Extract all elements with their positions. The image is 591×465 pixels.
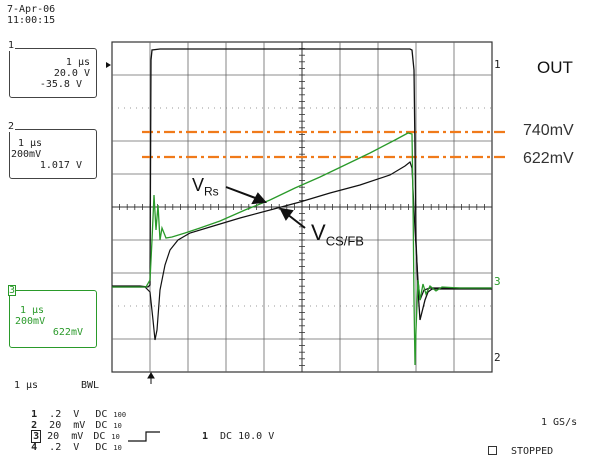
trigger-position-arrow xyxy=(147,372,155,384)
axis-ticks xyxy=(111,41,485,366)
channel-2-marker: 2 xyxy=(494,351,501,364)
vcsfb-label-main: V xyxy=(311,220,326,245)
level-622mv-label: 622mV xyxy=(523,150,574,167)
channel-2-box[interactable]: 2 1 µs 200mV 1.017 V xyxy=(7,121,97,179)
channel-3-number: 3 xyxy=(8,285,17,296)
channel-2-scale: 200mV xyxy=(11,149,42,160)
bwl-label: BWL xyxy=(81,380,100,391)
vcsfb-label: VCS/FB xyxy=(311,220,364,248)
channel-setting-row-1[interactable]: 1 .2 V DC 100 xyxy=(31,409,127,420)
channel-1-marker: 1 xyxy=(494,58,501,71)
channel-setting-row-4[interactable]: 4 .2 V DC 10 xyxy=(31,442,122,453)
channel-3-box[interactable]: 3 1 µs 200mV 622mV xyxy=(8,285,97,348)
channel-1-scale: 20.0 V xyxy=(53,68,90,79)
acquisition-status: STOPPED xyxy=(511,446,554,457)
channel-3-scale: 200mV xyxy=(15,316,46,327)
channel-1-box[interactable]: 1 1 µs 20.0 V -35.8 V xyxy=(7,40,97,98)
vrs-trace xyxy=(112,132,492,366)
channel-3-value: 622mV xyxy=(52,327,83,338)
level-740mv-label: 740mV xyxy=(523,122,574,139)
vcsfb-label-sub: CS/FB xyxy=(325,233,364,249)
channel-setting-row-2[interactable]: 2 20 mV DC 10 xyxy=(31,420,122,431)
trigger-setting: DC 10.0 V xyxy=(220,431,275,442)
trigger-edge-icon xyxy=(128,431,160,442)
channel-3-timebase: 1 µs xyxy=(20,305,45,316)
vrs-label-main: V xyxy=(192,175,205,195)
date-label: 7-Apr-06 xyxy=(7,4,56,15)
channel-3-marker: 3 xyxy=(494,275,501,288)
vrs-label-sub: Rs xyxy=(204,184,219,199)
out-trace xyxy=(112,48,492,321)
sample-rate: 1 GS/s xyxy=(541,417,578,428)
annotation-arrows xyxy=(225,186,306,229)
channel-1-number: 1 xyxy=(7,40,16,51)
channel-2-value: 1.017 V xyxy=(39,160,82,171)
channel-1-left-marker xyxy=(106,62,111,68)
channel-setting-row-3[interactable]: 3 20 mV DC 10 xyxy=(31,430,120,443)
stop-indicator-icon xyxy=(488,446,497,455)
channel-2-timebase: 1 µs xyxy=(18,138,43,149)
trigger-info: 1 DC 10.0 V xyxy=(202,431,274,442)
time-label: 11:00:15 xyxy=(7,15,56,26)
channel-2-number: 2 xyxy=(7,121,16,132)
trigger-channel: 1 xyxy=(202,431,209,442)
channel-1-timebase: 1 µs xyxy=(65,57,90,68)
channel-1-value: -35.8 V xyxy=(39,79,82,90)
out-label: OUT xyxy=(537,58,573,77)
bottom-timebase: 1 µs xyxy=(14,380,39,391)
vrs-label: VRs xyxy=(192,175,219,199)
status-area: STOPPED xyxy=(488,446,553,457)
